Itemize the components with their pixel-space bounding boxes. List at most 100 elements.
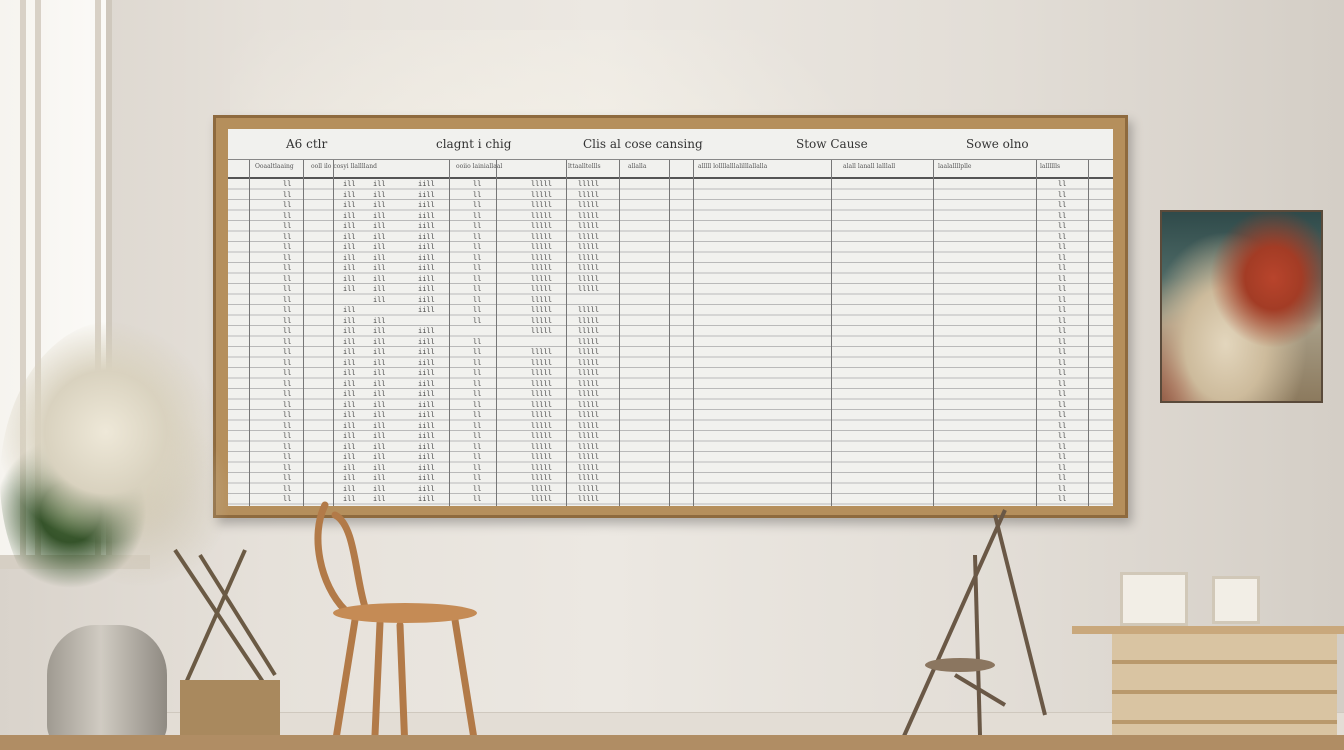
table-cell-mark: lllll bbox=[578, 180, 600, 188]
subheader: alllll lollllalllalilllallalla bbox=[698, 163, 768, 170]
table-cell-mark: iill bbox=[418, 484, 435, 493]
table-cell-mark: lllll bbox=[578, 264, 600, 272]
table-cell-mark: ll bbox=[1058, 295, 1067, 304]
table-cell-mark: ll bbox=[1058, 453, 1067, 461]
table-cell-mark: ll bbox=[283, 337, 292, 346]
table-cell-mark: lllll bbox=[578, 306, 600, 314]
table-cell-mark: ill bbox=[343, 243, 356, 251]
table-cell-mark: ll bbox=[473, 358, 482, 367]
table-cell-mark: lllll bbox=[578, 411, 600, 419]
table-cell-mark: ll bbox=[283, 369, 292, 377]
table-cell-mark: iill bbox=[418, 327, 435, 335]
table-cell-mark: ill bbox=[373, 327, 386, 335]
table-cell-mark: ll bbox=[473, 474, 482, 482]
table-cell-mark: ll bbox=[283, 453, 292, 461]
table-cell-mark: ll bbox=[1058, 316, 1067, 325]
table-cell-mark: lllll bbox=[531, 348, 553, 356]
table-cell-mark: iill bbox=[418, 222, 435, 230]
column-divider bbox=[333, 160, 334, 506]
table-cell-mark: ill bbox=[343, 411, 356, 419]
table-cell-mark: lllll bbox=[531, 390, 553, 398]
table-cell-mark: lllll bbox=[578, 421, 600, 430]
table-cell-mark: ll bbox=[283, 495, 292, 503]
floor bbox=[0, 735, 1344, 750]
table-cell-mark: lllll bbox=[531, 253, 553, 262]
wall-painting bbox=[1160, 210, 1323, 403]
table-cell-mark: ll bbox=[283, 358, 292, 367]
table-cell-mark: iill bbox=[418, 390, 435, 398]
column-divider bbox=[249, 160, 250, 506]
table-cell-mark: ll bbox=[473, 264, 482, 272]
table-cell-mark: ill bbox=[343, 495, 356, 503]
table-cell-mark: ill bbox=[373, 369, 386, 377]
header-title: Stow Cause bbox=[796, 137, 868, 151]
table-cell-mark: ll bbox=[473, 274, 482, 283]
window-mullion bbox=[20, 0, 26, 560]
table-cell-mark: ll bbox=[473, 232, 482, 241]
table-cell-mark: ll bbox=[283, 432, 292, 440]
table-cell-mark: ll bbox=[1058, 327, 1067, 335]
table-cell-mark: ill bbox=[343, 201, 356, 209]
table-cell-mark: lllll bbox=[531, 211, 553, 220]
table-cell-mark: ll bbox=[1058, 463, 1067, 472]
table-cell-mark: ll bbox=[1058, 495, 1067, 503]
table-cell-mark: ll bbox=[473, 222, 482, 230]
table-cell-mark: lllll bbox=[531, 400, 553, 409]
table-cell-mark: ll bbox=[1058, 222, 1067, 230]
table-cell-mark: ll bbox=[283, 327, 292, 335]
table-cell-mark: lllll bbox=[531, 243, 553, 251]
table-cell-mark: ll bbox=[1058, 369, 1067, 377]
table-cell-mark: ll bbox=[473, 379, 482, 388]
table-cell-mark: lllll bbox=[578, 358, 600, 367]
table-cell-mark: lllll bbox=[578, 327, 600, 335]
table-cell-mark: ll bbox=[283, 474, 292, 482]
table-cell-mark: iill bbox=[418, 232, 435, 241]
desk bbox=[1072, 572, 1344, 736]
table-cell-mark: ill bbox=[373, 232, 386, 241]
table-cell-mark: ll bbox=[283, 390, 292, 398]
table-cell-mark: ill bbox=[343, 379, 356, 388]
table-cell-mark: ll bbox=[1058, 180, 1067, 188]
table-cell-mark: ill bbox=[343, 190, 356, 199]
subheader: laalallllplle bbox=[938, 163, 972, 170]
table-cell-mark: lllll bbox=[578, 190, 600, 199]
table-cell-mark: ll bbox=[473, 243, 482, 251]
table-cell-mark: ll bbox=[473, 400, 482, 409]
table-cell-mark: lllll bbox=[578, 201, 600, 209]
table-cell-mark: ll bbox=[283, 411, 292, 419]
table-cell-mark: lllll bbox=[531, 295, 553, 304]
column-divider bbox=[1088, 160, 1089, 506]
subheader: ooiio lainiallaal bbox=[456, 163, 503, 170]
table-cell-mark: ll bbox=[283, 285, 292, 293]
column-divider bbox=[669, 160, 670, 506]
table-cell-mark: ill bbox=[373, 411, 386, 419]
table-cell-mark: iill bbox=[418, 400, 435, 409]
table-cell-mark: iill bbox=[418, 180, 435, 188]
table-cell-mark: lllll bbox=[578, 337, 600, 346]
table-cell-mark: ill bbox=[343, 463, 356, 472]
table-cell-mark: ll bbox=[473, 306, 482, 314]
table-cell-mark: lllll bbox=[531, 463, 553, 472]
table-cell-mark: lllll bbox=[578, 390, 600, 398]
table-cell-mark: ill bbox=[373, 432, 386, 440]
table-cell-mark: ll bbox=[283, 211, 292, 220]
table-cell-mark: lllll bbox=[531, 201, 553, 209]
table-cell-mark: iill bbox=[418, 201, 435, 209]
table-cell-mark: lllll bbox=[578, 243, 600, 251]
table-cell-mark: lllll bbox=[578, 253, 600, 262]
picture-frame bbox=[1120, 572, 1188, 626]
table-cell-mark: ll bbox=[1058, 337, 1067, 346]
table-cell-mark: lllll bbox=[578, 369, 600, 377]
desk-top bbox=[1072, 626, 1344, 634]
table-cell-mark: lllll bbox=[578, 495, 600, 503]
table-cell-mark: ill bbox=[343, 253, 356, 262]
table-cell-mark: ill bbox=[343, 474, 356, 482]
table-cell-mark: ll bbox=[1058, 379, 1067, 388]
table-cell-mark: lllll bbox=[531, 369, 553, 377]
table-cell-mark: ill bbox=[343, 432, 356, 440]
table-cell-mark: ll bbox=[1058, 211, 1067, 220]
table-cell-mark: ll bbox=[473, 484, 482, 493]
table-cell-mark: lllll bbox=[578, 474, 600, 482]
table-cell-mark: lllll bbox=[578, 484, 600, 493]
table-cell-mark: ll bbox=[473, 432, 482, 440]
